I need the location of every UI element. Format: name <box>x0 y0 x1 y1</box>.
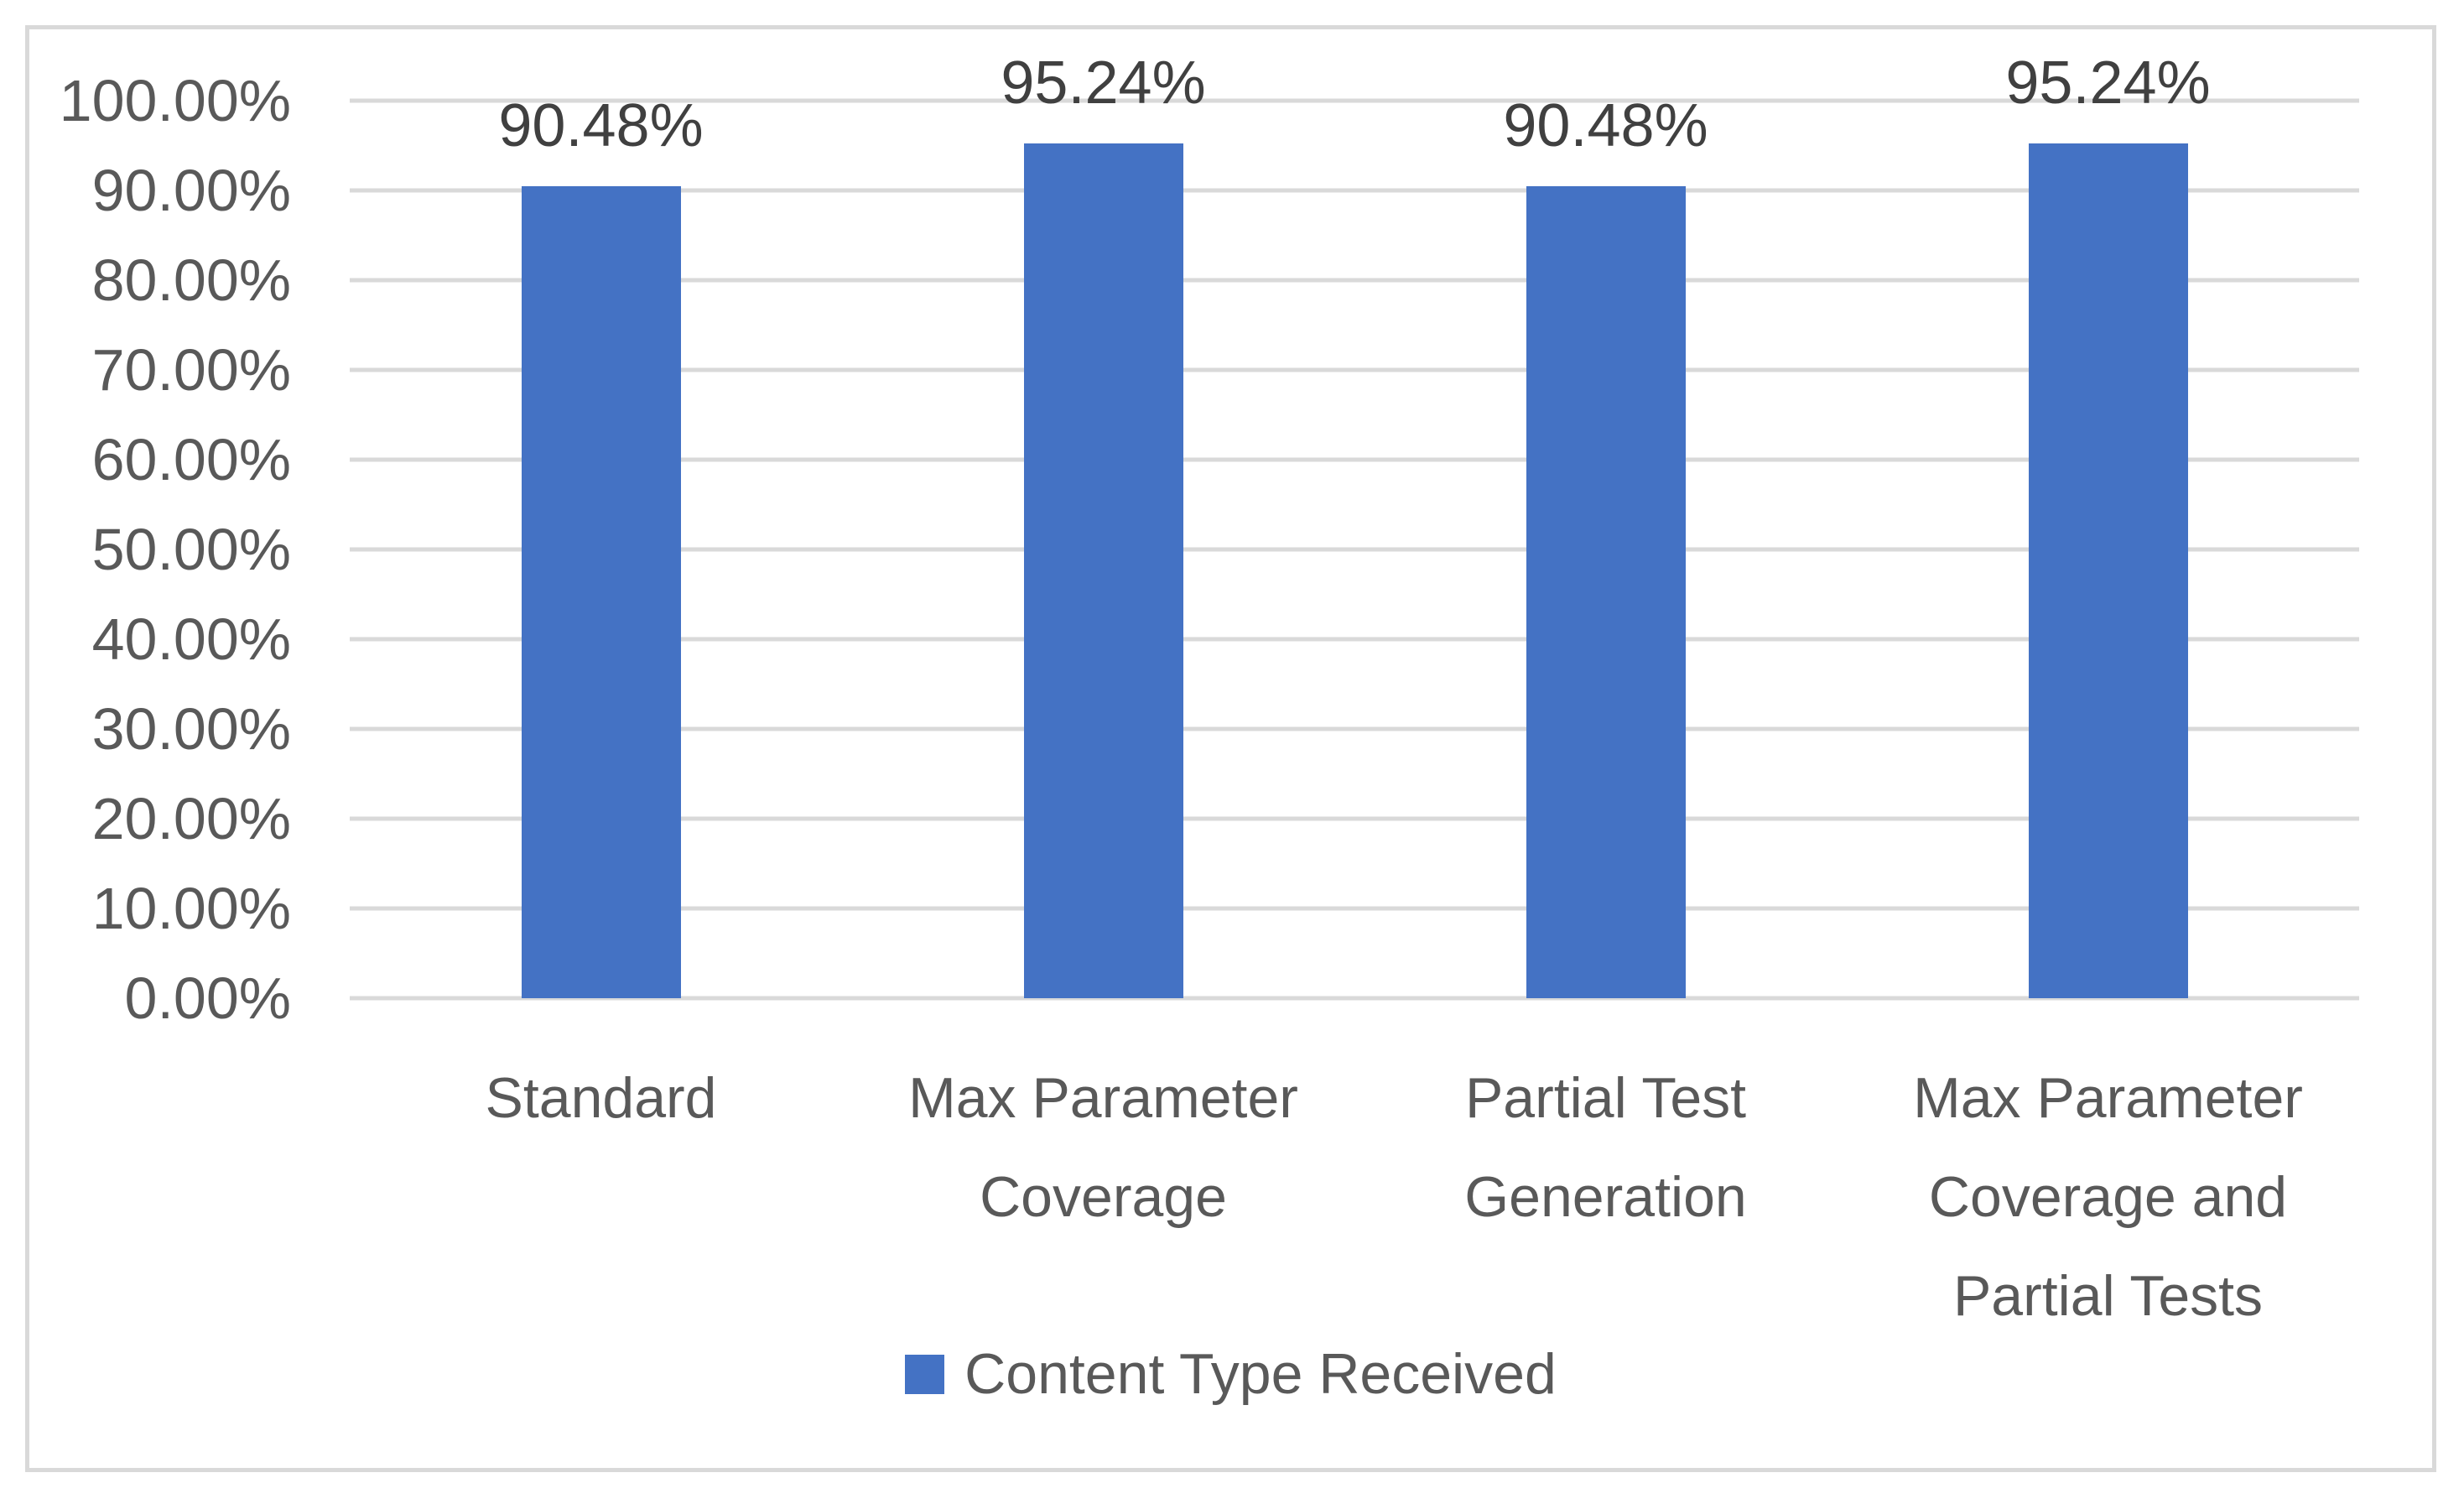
x-axis-category-label-line: Generation <box>1464 1165 1747 1229</box>
gridline <box>350 278 2359 283</box>
legend: Content Type Received <box>29 1342 2432 1406</box>
bar-value-label: 90.48% <box>1503 91 1708 159</box>
bar-value-label: 90.48% <box>498 91 704 159</box>
x-axis-category-label-line: Coverage <box>980 1165 1227 1229</box>
bar-value-label: 95.24% <box>2005 49 2211 117</box>
y-axis-tick-label: 50.00% <box>91 517 291 582</box>
gridline <box>350 637 2359 642</box>
y-axis-tick-label: 100.00% <box>59 68 291 133</box>
x-axis-category-label: Partial Test Generation <box>1354 1049 1858 1246</box>
gridline <box>350 906 2359 911</box>
x-axis-category-label-line: Max Parameter <box>908 1066 1298 1130</box>
legend-swatch-icon <box>905 1354 945 1394</box>
x-axis-category-label-line: Standard <box>485 1066 717 1130</box>
x-axis-category-label: Max Parameter Coverage <box>852 1049 1355 1246</box>
bar <box>1526 185 1686 998</box>
x-axis-category-label: Max Parameter Coverage and Partial Tests <box>1857 1049 2360 1345</box>
x-axis-category-label-line: Coverage and <box>1928 1165 2288 1229</box>
gridline <box>350 816 2359 821</box>
x-axis-category-label-line: Partial Tests <box>1952 1264 2264 1328</box>
gridline <box>350 457 2359 462</box>
gridline <box>350 547 2359 552</box>
gridline <box>350 188 2359 193</box>
y-axis-tick-label: 90.00% <box>91 158 291 223</box>
gridline <box>350 996 2359 1001</box>
y-axis-tick-label: 10.00% <box>91 876 291 941</box>
x-axis-category-label: Standard <box>350 1049 853 1148</box>
gridline <box>350 367 2359 372</box>
bar <box>521 185 681 998</box>
y-axis-tick-label: 20.00% <box>91 786 291 851</box>
y-axis-tick-label: 30.00% <box>91 696 291 762</box>
y-axis-tick-label: 0.00% <box>124 965 291 1031</box>
bar-value-label: 95.24% <box>1001 49 1206 117</box>
y-axis-tick-label: 70.00% <box>91 337 291 403</box>
y-axis-tick-label: 80.00% <box>91 247 291 313</box>
y-axis-tick-label: 40.00% <box>91 606 291 672</box>
x-axis-category-label-line: Max Parameter <box>1913 1066 2303 1130</box>
y-axis-tick-label: 60.00% <box>91 427 291 492</box>
chart-frame: 100.00% 90.00% 80.00% 70.00% 60.00% 50.00% 40.… <box>25 25 2436 1472</box>
gridline <box>350 726 2359 731</box>
plot-area: 100.00% 90.00% 80.00% 70.00% 60.00% 50.00% 40.… <box>29 29 2432 1468</box>
bar <box>2028 143 2188 998</box>
legend-label: Content Type Received <box>964 1342 1557 1406</box>
x-axis-category-label-line: Partial Test <box>1464 1066 1747 1130</box>
bar <box>1023 143 1183 998</box>
gridline <box>350 98 2359 103</box>
